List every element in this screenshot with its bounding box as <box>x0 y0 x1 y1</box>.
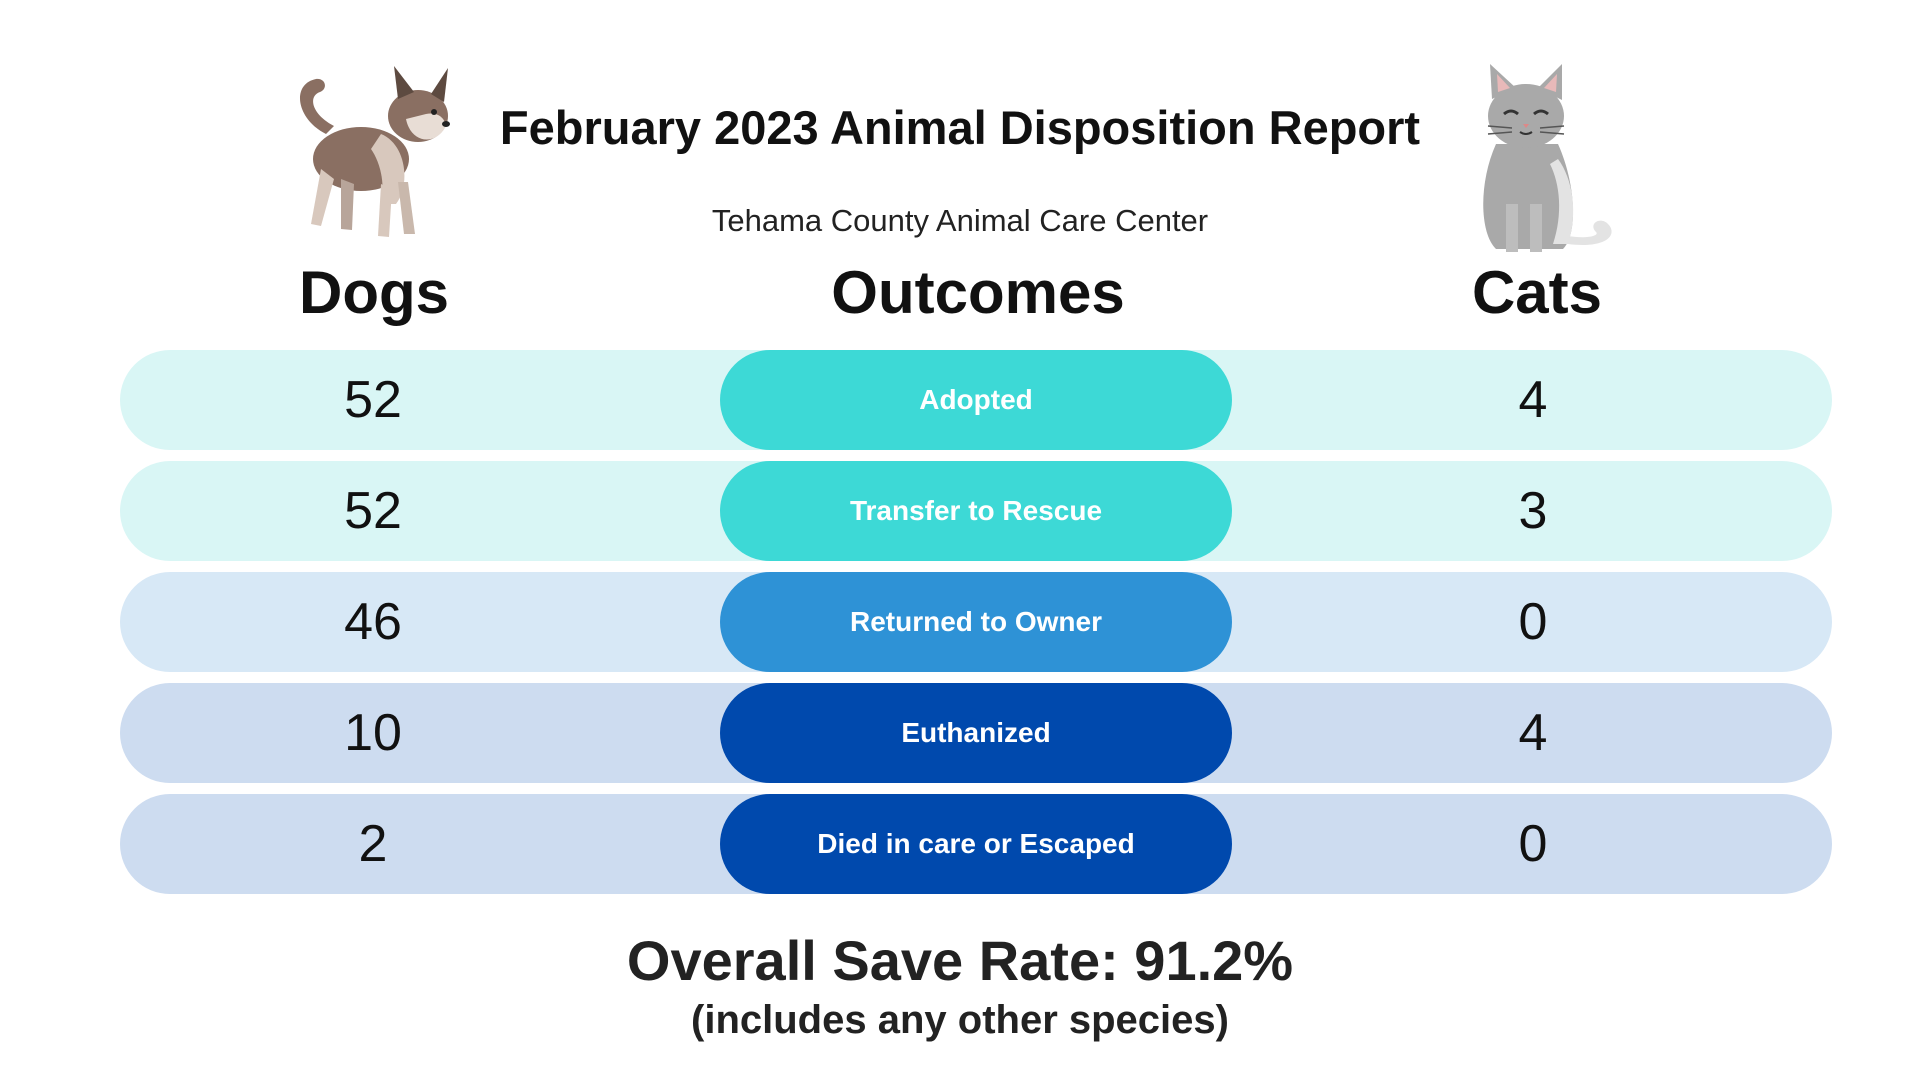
cat-count: 3 <box>1518 482 1548 540</box>
outcome-row-adopted: 52 Adopted 4 <box>120 350 1832 450</box>
dog-count: 10 <box>344 704 402 762</box>
cats-column-header: Cats <box>1471 259 1603 326</box>
cat-count: 0 <box>1518 815 1548 873</box>
report-title: February 2023 Animal Disposition Report <box>499 101 1421 154</box>
cat-count: 4 <box>1518 704 1548 762</box>
overall-save-rate: Overall Save Rate: 91.2% <box>626 929 1294 992</box>
outcome-pill: Euthanized <box>720 683 1232 783</box>
save-rate-note: (includes any other species) <box>691 998 1229 1042</box>
outcome-pill: Adopted <box>720 350 1232 450</box>
outcome-pill: Died in care or Escaped <box>720 794 1232 894</box>
outcome-pill: Transfer to Rescue <box>720 461 1232 561</box>
dog-count: 2 <box>358 815 388 873</box>
dog-count: 46 <box>344 593 402 651</box>
outcome-row-died-escaped: 2 Died in care or Escaped 0 <box>120 794 1832 894</box>
dog-illustration <box>299 66 450 237</box>
outcome-pill: Returned to Owner <box>720 572 1232 672</box>
outcome-row-returned: 46 Returned to Owner 0 <box>120 572 1832 672</box>
outcomes-column-header: Outcomes <box>831 259 1125 326</box>
dogs-column-header: Dogs <box>299 259 449 326</box>
outcome-row-transfer: 52 Transfer to Rescue 3 <box>120 461 1832 561</box>
outcome-row-euthanized: 10 Euthanized 4 <box>120 683 1832 783</box>
cat-count: 0 <box>1518 593 1548 651</box>
dog-count: 52 <box>344 482 402 540</box>
dog-count: 52 <box>344 371 402 429</box>
report-subtitle: Tehama County Animal Care Center <box>711 203 1209 238</box>
cat-illustration <box>1483 64 1612 252</box>
cat-count: 4 <box>1518 371 1548 429</box>
